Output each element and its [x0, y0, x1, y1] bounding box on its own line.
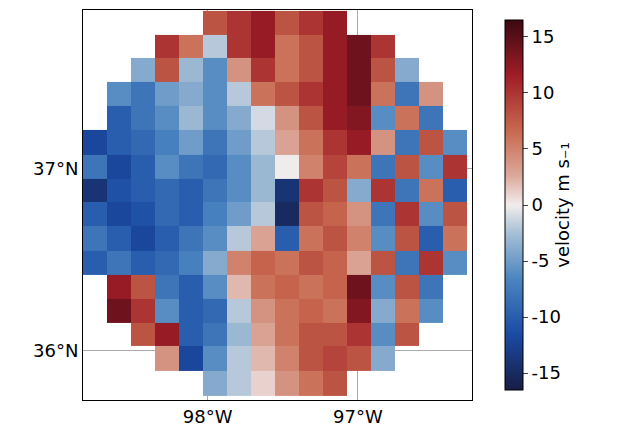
svg-text:-5: -5	[532, 250, 550, 271]
svg-text:10: 10	[532, 82, 555, 103]
svg-text:98°W: 98°W	[183, 406, 233, 427]
svg-text:15: 15	[532, 26, 555, 47]
svg-text:velocity m s₋₁: velocity m s₋₁	[552, 142, 573, 267]
svg-text:-10: -10	[532, 306, 561, 327]
svg-text:-15: -15	[532, 362, 561, 383]
svg-text:5: 5	[532, 138, 543, 159]
svg-text:36°N: 36°N	[33, 340, 78, 361]
svg-text:97°W: 97°W	[333, 406, 383, 427]
svg-text:37°N: 37°N	[33, 158, 78, 179]
svg-text:0: 0	[532, 194, 543, 215]
